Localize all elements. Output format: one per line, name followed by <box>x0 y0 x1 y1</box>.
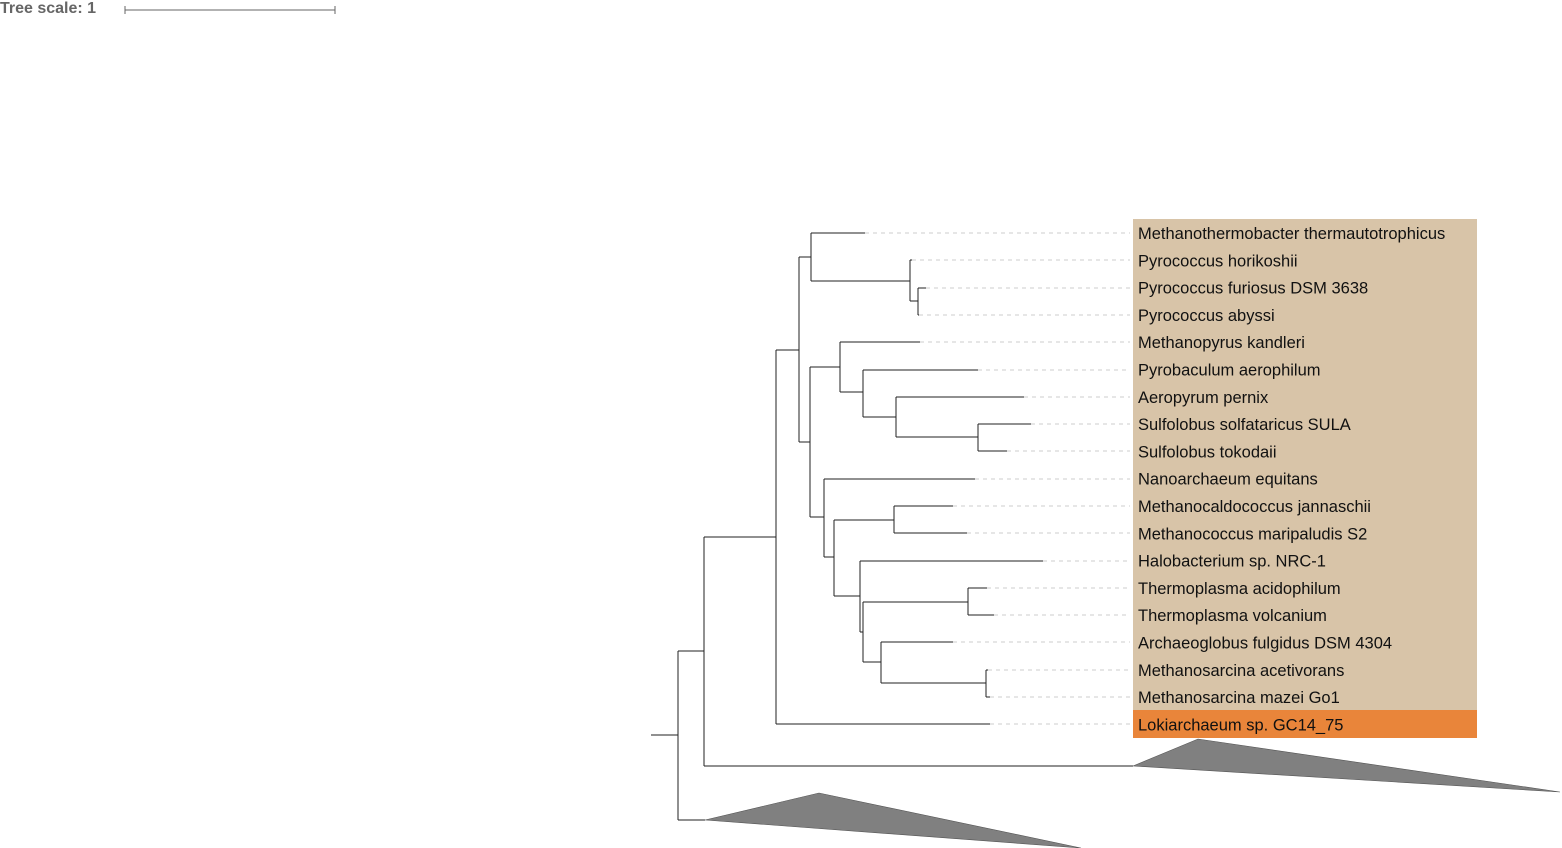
leaf-label: Pyrococcus abyssi <box>1138 307 1275 325</box>
leaf-label: Pyrobaculum aerophilum <box>1138 362 1321 380</box>
leaf-label: Pyrococcus furiosus DSM 3638 <box>1138 280 1368 298</box>
clade-highlight-background <box>1133 219 1477 710</box>
leaf-label: Halobacterium sp. NRC-1 <box>1138 553 1326 571</box>
leaf-label: Thermoplasma volcanium <box>1138 607 1327 625</box>
leaf-label: Methanosarcina mazei Go1 <box>1138 689 1340 707</box>
leaf-label: Methanosarcina acetivorans <box>1138 662 1344 680</box>
lokiarchaeum-highlight-background <box>1133 710 1477 738</box>
leaf-connectors <box>865 232 1130 725</box>
collapsed-clade-triangle <box>1132 738 1561 793</box>
leaf-label: Thermoplasma acidophilum <box>1138 580 1341 598</box>
leaf-label: Sulfolobus tokodaii <box>1138 443 1277 461</box>
collapsed-clade-triangle <box>704 792 1082 848</box>
leaf-label: Aeropyrum pernix <box>1138 389 1269 407</box>
tree-scale: Tree scale: 1 <box>0 0 336 17</box>
leaf-label: Methanocaldococcus jannaschii <box>1138 498 1371 516</box>
leaf-label: Lokiarchaeum sp. GC14_75 <box>1138 716 1343 734</box>
leaf-label: Archaeoglobus fulgidus DSM 4304 <box>1138 635 1392 653</box>
leaf-labels: Methanothermobacter thermautotrophicus Py… <box>1138 225 1445 734</box>
leaf-label: Methanopyrus kandleri <box>1138 334 1305 352</box>
leaf-label: Nanoarchaeum equitans <box>1138 471 1318 489</box>
leaf-label: Pyrococcus horikoshii <box>1138 252 1298 270</box>
leaf-label: Methanococcus maripaludis S2 <box>1138 525 1367 543</box>
leaf-label: Sulfolobus solfataricus SULA <box>1138 416 1351 434</box>
leaf-label: Methanothermobacter thermautotrophicus <box>1138 225 1445 243</box>
tree-branches <box>651 232 1133 821</box>
tree-scale-label: Tree scale: 1 <box>0 0 96 17</box>
